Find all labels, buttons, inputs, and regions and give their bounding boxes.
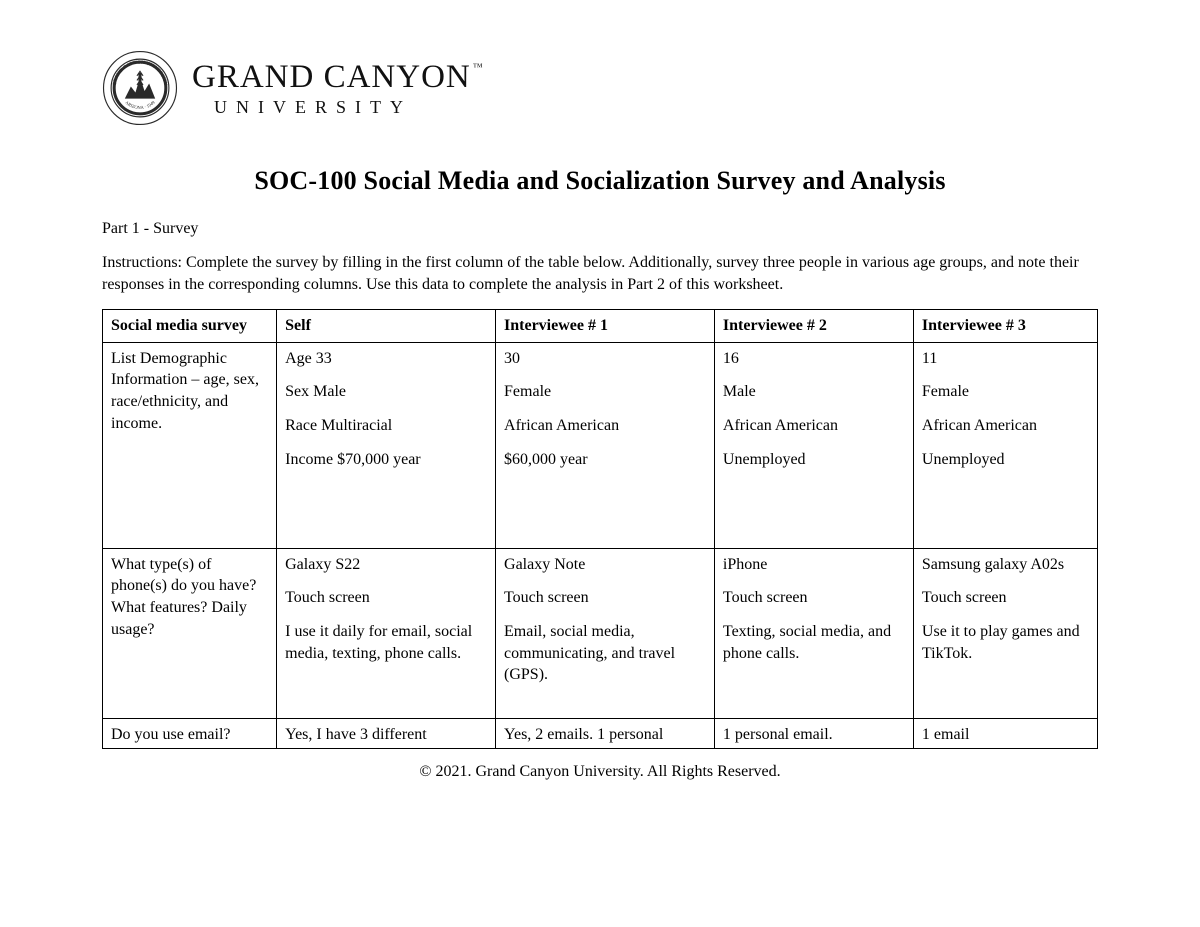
answer-cell-i2: 16 Male African American Unemployed xyxy=(714,342,913,548)
table-row-phone: What type(s) of phone(s) do you have? Wh… xyxy=(103,548,1098,718)
cell-line: 16 xyxy=(723,348,905,370)
cell-line: Samsung galaxy A02s xyxy=(922,554,1089,576)
answer-cell-i3: 1 email xyxy=(913,718,1097,749)
answer-cell-i2: iPhone Touch screen Texting, social medi… xyxy=(714,548,913,718)
cell-line: I use it daily for email, social media, … xyxy=(285,621,487,664)
cell-line: Touch screen xyxy=(723,587,905,609)
cell-line: Email, social media, communicating, and … xyxy=(504,621,706,686)
cell-line: Galaxy Note xyxy=(504,554,706,576)
trademark-symbol: ™ xyxy=(473,62,484,73)
part-label: Part 1 - Survey xyxy=(102,220,1098,238)
cell-line: Female xyxy=(922,381,1089,403)
col-header-self: Self xyxy=(277,310,496,343)
cell-line: Age 33 xyxy=(285,348,487,370)
question-cell: Do you use email? xyxy=(103,718,277,749)
cell-line: Galaxy S22 xyxy=(285,554,487,576)
question-cell: What type(s) of phone(s) do you have? Wh… xyxy=(103,548,277,718)
cell-line: African American xyxy=(922,415,1089,437)
wordmark-main-text: GRAND CANYON xyxy=(192,59,471,95)
cell-line: Touch screen xyxy=(504,587,706,609)
answer-cell-self: Yes, I have 3 different xyxy=(277,718,496,749)
svg-text:ARIZONA · 1949: ARIZONA · 1949 xyxy=(124,99,156,110)
cell-line: 11 xyxy=(922,348,1089,370)
university-seal-icon: GRAND CANYON UNIVERSITY ARIZONA · 1949 xyxy=(102,50,178,126)
cell-line: iPhone xyxy=(723,554,905,576)
col-header-i2: Interviewee # 2 xyxy=(714,310,913,343)
question-cell: List Demographic Information – age, sex,… xyxy=(103,342,277,548)
logo-block: GRAND CANYON UNIVERSITY ARIZONA · 1949 G… xyxy=(102,50,1098,126)
cell-line: Sex Male xyxy=(285,381,487,403)
cell-line: 30 xyxy=(504,348,706,370)
university-wordmark: GRAND CANYON™ UNIVERSITY xyxy=(192,61,482,116)
cell-line: Male xyxy=(723,381,905,403)
cell-line: Texting, social media, and phone calls. xyxy=(723,621,905,664)
survey-table: Social media survey Self Interviewee # 1… xyxy=(102,309,1098,749)
answer-cell-i3: 11 Female African American Unemployed xyxy=(913,342,1097,548)
answer-cell-i1: Yes, 2 emails. 1 personal xyxy=(496,718,715,749)
answer-cell-i1: Galaxy Note Touch screen Email, social m… xyxy=(496,548,715,718)
answer-cell-i1: 30 Female African American $60,000 year xyxy=(496,342,715,548)
cell-line: African American xyxy=(723,415,905,437)
wordmark-main: GRAND CANYON™ xyxy=(192,61,482,94)
col-header-i1: Interviewee # 1 xyxy=(496,310,715,343)
answer-cell-self: Age 33 Sex Male Race Multiracial Income … xyxy=(277,342,496,548)
cell-line: Touch screen xyxy=(922,587,1089,609)
answer-cell-i3: Samsung galaxy A02s Touch screen Use it … xyxy=(913,548,1097,718)
instructions-text: Instructions: Complete the survey by fil… xyxy=(102,252,1098,295)
col-header-question: Social media survey xyxy=(103,310,277,343)
document-page: GRAND CANYON UNIVERSITY ARIZONA · 1949 G… xyxy=(0,0,1200,781)
cell-line: African American xyxy=(504,415,706,437)
cell-line: Income $70,000 year xyxy=(285,449,487,471)
table-row-demographic: List Demographic Information – age, sex,… xyxy=(103,342,1098,548)
cell-line: $60,000 year xyxy=(504,449,706,471)
cell-line: Touch screen xyxy=(285,587,487,609)
cell-line: Unemployed xyxy=(922,449,1089,471)
cell-line: Use it to play games and TikTok. xyxy=(922,621,1089,664)
table-header-row: Social media survey Self Interviewee # 1… xyxy=(103,310,1098,343)
cell-line: Race Multiracial xyxy=(285,415,487,437)
footer-copyright: © 2021. Grand Canyon University. All Rig… xyxy=(102,763,1098,781)
answer-cell-self: Galaxy S22 Touch screen I use it daily f… xyxy=(277,548,496,718)
table-row-email: Do you use email? Yes, I have 3 differen… xyxy=(103,718,1098,749)
col-header-i3: Interviewee # 3 xyxy=(913,310,1097,343)
answer-cell-i2: 1 personal email. xyxy=(714,718,913,749)
cell-line: Unemployed xyxy=(723,449,905,471)
wordmark-sub: UNIVERSITY xyxy=(214,98,482,116)
cell-line: Female xyxy=(504,381,706,403)
page-title: SOC-100 Social Media and Socialization S… xyxy=(102,166,1098,196)
